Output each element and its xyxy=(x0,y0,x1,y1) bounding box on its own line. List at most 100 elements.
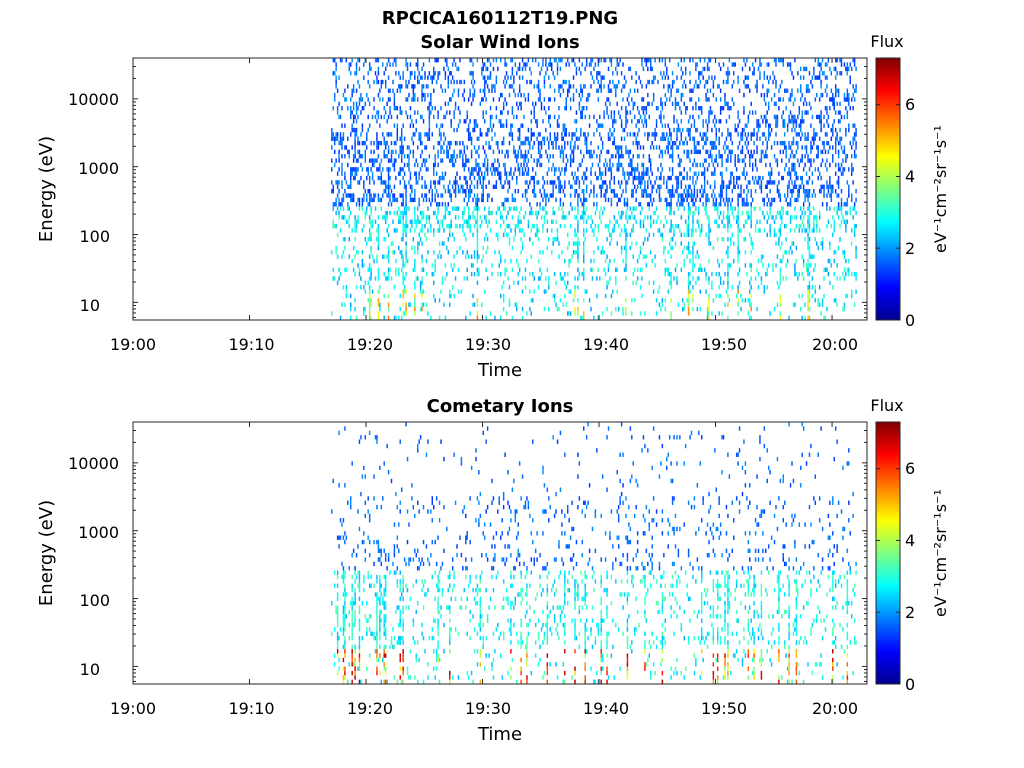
heatmap-cell xyxy=(526,162,528,168)
heatmap-cell xyxy=(508,184,511,189)
heatmap-cell xyxy=(712,298,715,303)
heatmap-cell xyxy=(810,145,812,150)
heatmap-cell xyxy=(837,88,840,93)
heatmap-cell xyxy=(715,136,717,141)
heatmap-cell xyxy=(492,84,495,89)
heatmap-cell xyxy=(344,171,346,176)
heatmap-cell xyxy=(412,132,415,137)
heatmap-cell xyxy=(807,219,809,224)
heatmap-cell xyxy=(687,132,690,137)
heatmap-cell xyxy=(523,171,525,176)
heatmap-cell xyxy=(639,180,642,185)
heatmap-cell xyxy=(644,180,646,185)
heatmap-cell xyxy=(622,258,624,264)
heatmap-cell xyxy=(437,202,439,207)
heatmap-cell xyxy=(566,92,569,98)
heatmap-cell xyxy=(829,245,831,251)
heatmap-cell xyxy=(457,88,460,93)
heatmap-cell xyxy=(460,184,463,189)
heatmap-cell xyxy=(705,289,707,294)
heatmap-cell xyxy=(393,97,396,102)
heatmap-cell xyxy=(846,180,849,185)
heatmap-cell xyxy=(482,254,484,259)
heatmap-cell xyxy=(405,306,407,312)
heatmap-cell xyxy=(581,92,584,98)
heatmap-cell xyxy=(826,119,828,124)
heatmap-cell xyxy=(783,119,786,124)
heatmap-cell xyxy=(731,62,734,67)
heatmap-cell xyxy=(613,223,616,229)
heatmap-cell xyxy=(623,84,626,89)
heatmap-cell xyxy=(703,171,706,176)
heatmap-cell xyxy=(463,232,466,238)
heatmap-cell xyxy=(524,180,527,185)
heatmap-cell xyxy=(527,127,530,133)
heatmap-cell xyxy=(482,180,484,185)
heatmap-cell xyxy=(348,223,350,229)
heatmap-cell xyxy=(647,132,649,137)
heatmap-cell xyxy=(679,228,681,233)
heatmap-cell xyxy=(366,193,368,198)
heatmap-cell xyxy=(845,158,847,163)
heatmap-cell xyxy=(454,140,457,146)
heatmap-cell xyxy=(514,197,517,203)
heatmap-cell xyxy=(775,123,777,128)
heatmap-cell xyxy=(507,149,509,155)
heatmap-cell xyxy=(749,180,751,185)
heatmap-cell xyxy=(578,241,581,246)
heatmap-cell xyxy=(702,66,704,72)
heatmap-cell xyxy=(756,306,758,312)
heatmap-cell xyxy=(829,97,831,102)
heatmap-cell xyxy=(428,197,431,203)
heatmap-cell xyxy=(641,267,643,272)
heatmap-cell xyxy=(558,88,560,93)
heatmap-cell xyxy=(840,114,843,120)
heatmap-cell xyxy=(680,92,683,98)
heatmap-cell xyxy=(463,276,466,281)
heatmap-cell xyxy=(807,298,809,303)
heatmap-cell xyxy=(798,228,801,233)
heatmap-cell xyxy=(814,167,817,172)
heatmap-cell xyxy=(801,271,803,277)
heatmap-cell xyxy=(817,75,819,80)
heatmap-cell xyxy=(673,114,675,120)
heatmap-cell xyxy=(670,271,672,277)
heatmap-cell xyxy=(747,132,750,137)
heatmap-cell xyxy=(386,210,388,216)
heatmap-cell xyxy=(779,293,782,299)
heatmap-cell xyxy=(443,228,445,233)
heatmap-cell xyxy=(351,167,353,172)
heatmap-cell xyxy=(532,189,534,194)
heatmap-cell xyxy=(390,140,393,146)
heatmap-cell xyxy=(705,276,707,281)
heatmap-cell xyxy=(347,202,349,207)
heatmap-cell xyxy=(802,206,805,211)
heatmap-cell xyxy=(584,197,586,203)
heatmap-cell xyxy=(556,66,559,72)
heatmap-cell xyxy=(673,228,675,233)
heatmap-cell xyxy=(604,180,607,185)
heatmap-cell xyxy=(766,110,768,115)
heatmap-cell xyxy=(564,215,566,220)
heatmap-cell xyxy=(693,149,696,155)
heatmap-cell xyxy=(478,167,480,172)
heatmap-cell xyxy=(676,145,678,150)
heatmap-cell xyxy=(395,228,397,233)
heatmap-cell xyxy=(371,223,374,229)
heatmap-cell xyxy=(650,167,652,172)
heatmap-cell xyxy=(800,215,802,220)
heatmap-cell xyxy=(671,149,674,155)
heatmap-cell xyxy=(689,88,691,93)
heatmap-cell xyxy=(433,145,435,150)
heatmap-cell xyxy=(709,110,712,115)
heatmap-cell xyxy=(507,210,509,216)
heatmap-cell xyxy=(596,175,598,181)
heatmap-cell xyxy=(402,263,404,268)
heatmap-cell xyxy=(727,285,729,290)
heatmap-cell xyxy=(846,66,849,72)
heatmap-cell xyxy=(753,180,755,185)
heatmap-cell xyxy=(718,136,720,141)
heatmap-cell xyxy=(559,171,562,176)
heatmap-cell xyxy=(382,180,384,185)
heatmap-cell xyxy=(650,250,652,255)
